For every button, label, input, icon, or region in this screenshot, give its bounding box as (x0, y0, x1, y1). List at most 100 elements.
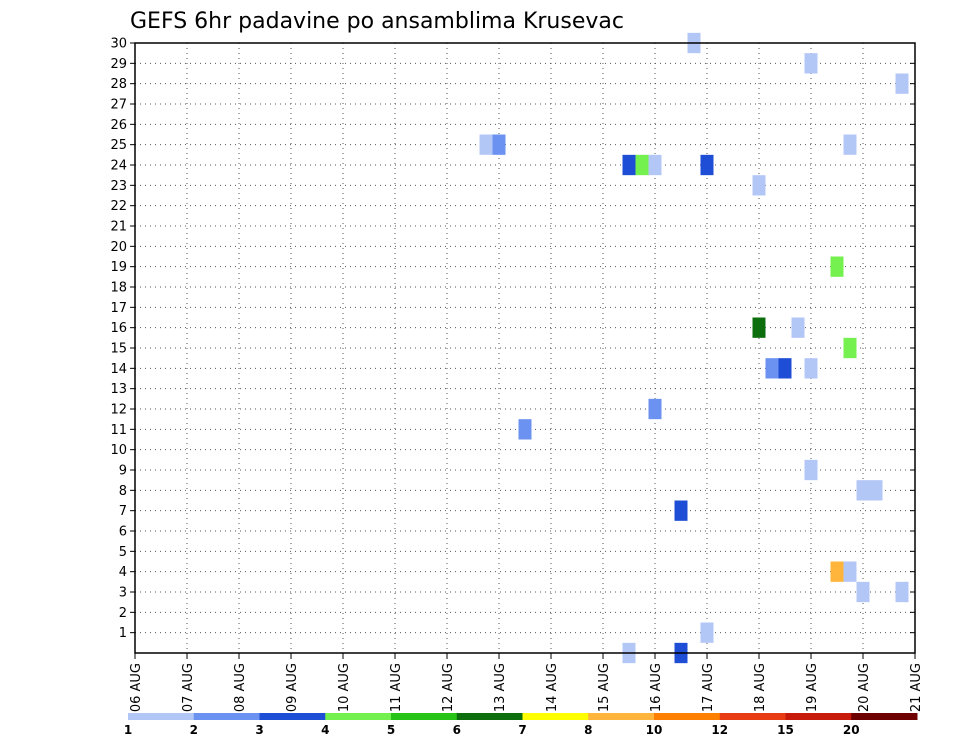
precip-cell (622, 154, 636, 176)
precip-cell (869, 480, 883, 501)
precip-cell (895, 581, 909, 603)
precip-cell (765, 358, 779, 379)
precip-cell (700, 154, 714, 176)
y-tick-label: 10 (110, 443, 127, 458)
precip-cell (700, 622, 714, 643)
y-tick-label: 18 (110, 281, 127, 296)
y-tick-label: 2 (119, 606, 127, 621)
x-tick-label: 10 AUG (337, 663, 352, 712)
y-tick-label: 30 (110, 37, 127, 52)
x-tick-label: 14 AUG (545, 663, 560, 712)
precip-cell (843, 337, 857, 359)
precip-cell (492, 134, 506, 155)
legend-label: 10 (646, 723, 663, 737)
y-tick-label: 13 (110, 382, 127, 397)
precip-cell (804, 53, 818, 74)
x-tick-label: 11 AUG (389, 663, 404, 712)
y-tick-label: 3 (119, 586, 127, 601)
x-tick-label: 21 AUG (909, 663, 924, 712)
y-tick-label: 23 (110, 179, 127, 194)
precip-cell (830, 561, 844, 582)
legend-swatch (588, 713, 655, 720)
legend-label: 20 (843, 723, 860, 737)
legend-swatch (325, 713, 392, 720)
legend-label: 1 (124, 723, 132, 737)
y-tick-label: 11 (110, 423, 127, 438)
legend-label: 15 (777, 723, 794, 737)
x-tick-label: 09 AUG (285, 663, 300, 712)
y-tick-label: 16 (110, 321, 127, 336)
legend-swatch (719, 713, 786, 720)
legend-label: 2 (190, 723, 198, 737)
legend-label: 6 (453, 723, 461, 737)
legend-swatch (522, 713, 589, 720)
legend-label: 5 (387, 723, 395, 737)
x-tick-label: 13 AUG (493, 663, 508, 712)
precip-cell (791, 317, 805, 338)
y-axis: 1234567891011121314151617181920212223242… (110, 37, 915, 641)
legend-swatch (654, 713, 721, 720)
y-tick-label: 9 (119, 464, 127, 479)
legend-swatch (128, 713, 195, 720)
y-tick-label: 19 (110, 260, 127, 275)
y-tick-label: 26 (110, 118, 127, 133)
x-tick-label: 07 AUG (181, 663, 196, 712)
precip-cell (518, 419, 532, 440)
legend-swatch (456, 713, 523, 720)
precip-cell (752, 175, 766, 196)
y-tick-label: 14 (110, 362, 127, 377)
precip-cell (895, 73, 909, 94)
x-tick-label: 16 AUG (649, 663, 664, 712)
precip-cell (479, 134, 493, 155)
legend-label: 4 (321, 723, 329, 737)
y-tick-label: 12 (110, 403, 127, 418)
precip-cell (635, 154, 649, 176)
y-tick-label: 29 (110, 57, 127, 72)
legend-swatch (259, 713, 326, 720)
y-tick-label: 4 (119, 565, 127, 580)
y-tick-label: 28 (110, 77, 127, 92)
precip-cell (778, 358, 792, 379)
y-tick-label: 5 (119, 545, 127, 560)
legend-swatch (391, 713, 458, 720)
color-legend: 1 2 3 4 5 6 7 8 10 12 15 20 (124, 713, 918, 737)
x-tick-label: 17 AUG (701, 663, 716, 712)
precip-cell (674, 500, 688, 521)
y-tick-label: 1 (119, 626, 127, 641)
y-tick-label: 8 (119, 484, 127, 499)
x-tick-label: 08 AUG (233, 663, 248, 712)
x-tick-label: 18 AUG (753, 663, 768, 712)
y-tick-label: 25 (110, 138, 127, 153)
y-tick-label: 7 (119, 504, 127, 519)
x-tick-label: 06 AUG (129, 663, 144, 712)
precip-cell (752, 317, 766, 338)
precip-cell (804, 459, 818, 481)
legend-label: 8 (584, 723, 592, 737)
legend-swatch (785, 713, 852, 720)
legend-label: 3 (255, 723, 263, 737)
legend-label: 7 (518, 723, 526, 737)
precip-cell (843, 561, 857, 582)
chart-title: GEFS 6hr padavine po ansamblima Krusevac (130, 9, 624, 34)
legend-swatch (851, 713, 918, 720)
legend-label: 12 (711, 723, 728, 737)
y-tick-label: 15 (110, 342, 127, 357)
x-tick-label: 19 AUG (805, 663, 820, 712)
y-tick-label: 6 (119, 525, 127, 540)
grid-lines (135, 43, 915, 653)
y-tick-label: 24 (110, 159, 127, 174)
precip-cell (830, 256, 844, 277)
x-tick-label: 12 AUG (441, 663, 456, 712)
y-tick-label: 22 (110, 199, 127, 214)
y-tick-label: 20 (110, 240, 127, 255)
x-tick-label: 20 AUG (857, 663, 872, 712)
legend-swatch (193, 713, 260, 720)
precip-cell (843, 134, 857, 155)
precip-cell (804, 358, 818, 379)
precip-cell (856, 581, 870, 603)
y-tick-label: 17 (110, 301, 127, 316)
precip-cell (648, 398, 662, 420)
precipitation-cells (479, 32, 909, 664)
y-tick-label: 27 (110, 98, 127, 113)
precip-cell (648, 154, 662, 176)
